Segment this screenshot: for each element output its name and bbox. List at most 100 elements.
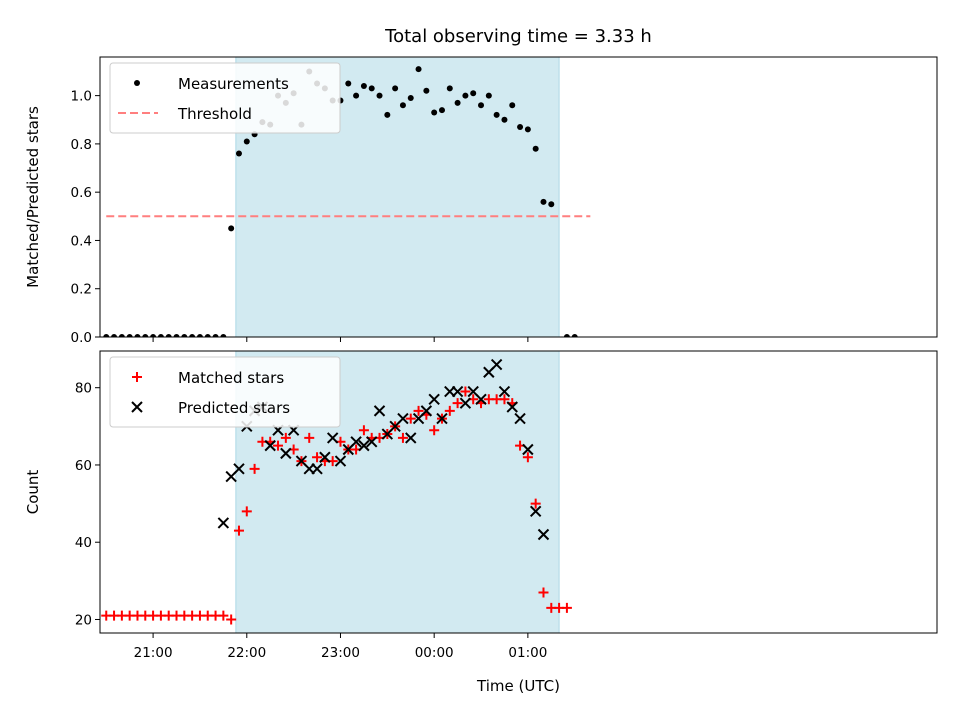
measurement-point [399, 102, 406, 109]
legend-matched-swatch [132, 372, 142, 382]
measurement-point [212, 334, 219, 337]
predicted-star-point [537, 528, 550, 541]
measurement-point [470, 90, 477, 97]
x-tick-label: 00:00 [415, 645, 454, 661]
matched-star-point [460, 386, 471, 397]
y-tick-label: 60 [75, 458, 92, 474]
measurement-point [438, 107, 445, 114]
x-tick-label: 01:00 [508, 645, 547, 661]
matched-star-point [358, 425, 369, 436]
measurement-point [392, 85, 399, 92]
axes-frame [99, 350, 938, 634]
matched-star-point [304, 432, 315, 443]
predicted-star-point [514, 412, 526, 425]
predicted-star-point [405, 432, 417, 444]
matched-star-point [280, 432, 291, 443]
matched-star-point [452, 398, 463, 409]
matched-star-point [397, 432, 408, 443]
predicted-star-point [436, 412, 448, 425]
measurement-point [157, 334, 164, 337]
matched-star-point [561, 602, 572, 613]
measurement-point [360, 82, 367, 89]
measurement-point [150, 334, 157, 337]
predicted-star-point [264, 439, 276, 452]
predicted-star-point [217, 517, 230, 529]
measurement-point [501, 116, 508, 123]
y-tick-label: 0.6 [71, 185, 92, 201]
legend-box [109, 62, 341, 134]
measurement-point [118, 334, 125, 337]
measurement-point [126, 334, 133, 337]
predicted-star-point [498, 385, 511, 398]
measurement-point [454, 99, 461, 106]
matched-star-point [444, 405, 455, 416]
predicted-star-point [459, 397, 472, 409]
matched-star-point [273, 440, 284, 451]
predicted-star-point [334, 455, 347, 467]
legend-measurements-swatch [134, 80, 140, 86]
predicted-star-point [490, 358, 503, 371]
predicted-star-point [280, 447, 292, 460]
top-panel: 0.0 0.2 0.4 0.6 0.8 1.0 Matched/Predicted star… [24, 26, 938, 346]
bottom-panel: 20 40 60 80 21:00 22:00 23:00 00:00 01:00 Count Ti… [24, 350, 938, 695]
matched-star-point [538, 587, 549, 598]
matched-star-point [522, 452, 533, 463]
matched-star-point [249, 463, 260, 474]
measurement-point [235, 150, 242, 157]
measurement-point [103, 334, 110, 337]
matched-star-point [405, 413, 416, 424]
legend-predicted-swatch [131, 401, 143, 413]
measurement-point [517, 124, 524, 130]
y-tick-label: 0.2 [71, 282, 92, 298]
y-tick-label: 40 [75, 535, 92, 551]
measurement-point [189, 334, 196, 337]
measurement-point [228, 225, 235, 232]
measurement-point [384, 111, 391, 118]
predicted-star-point [506, 401, 518, 413]
measurement-point [243, 138, 250, 145]
matched-star-point [530, 498, 541, 509]
y-axis-label: Matched/Predicted stars [24, 106, 42, 288]
predicted-star-point [397, 412, 409, 425]
measurement-point [446, 85, 453, 92]
measurement-point [493, 111, 500, 118]
measurement-point [485, 92, 492, 99]
predicted-star-point [311, 463, 323, 475]
measurement-point [478, 102, 485, 109]
measurement-point [532, 145, 539, 152]
measurement-point [368, 85, 375, 92]
measurement-point [196, 334, 203, 337]
matched-star-point [312, 452, 323, 463]
measurement-point [548, 201, 555, 208]
y-tick-label: 0.4 [71, 233, 92, 249]
measurement-point [353, 92, 360, 99]
legend: Matched stars Predicted stars [109, 356, 341, 428]
measurement-point [204, 334, 211, 337]
legend-label: Threshold [177, 105, 252, 123]
x-tick-label: 22:00 [227, 645, 266, 661]
predicted-star-point [529, 505, 542, 518]
measurement-point [415, 66, 422, 73]
legend-label: Measurements [178, 75, 289, 93]
measurement-point [165, 334, 172, 337]
measurement-point [571, 334, 578, 337]
measurement-point [181, 334, 188, 337]
measurement-point [111, 334, 118, 337]
matched-star-point [499, 394, 510, 405]
measurement-point [220, 334, 227, 337]
x-tick-label: 23:00 [321, 645, 360, 661]
measurement-point [173, 334, 180, 337]
chart-title: Total observing time = 3.33 h [384, 26, 652, 47]
matched-star-point [429, 425, 440, 436]
y-tick-label: 0.0 [71, 330, 92, 346]
measurement-point [423, 87, 430, 94]
predicted-star-point [366, 436, 378, 448]
x-tick-label: 21:00 [134, 645, 173, 661]
legend-box [109, 356, 341, 428]
measurement-point [462, 92, 469, 99]
predicted-star-point [451, 385, 464, 398]
matched-star-point [226, 614, 237, 625]
predicted-star-point [358, 439, 370, 452]
measurement-point [540, 198, 547, 205]
